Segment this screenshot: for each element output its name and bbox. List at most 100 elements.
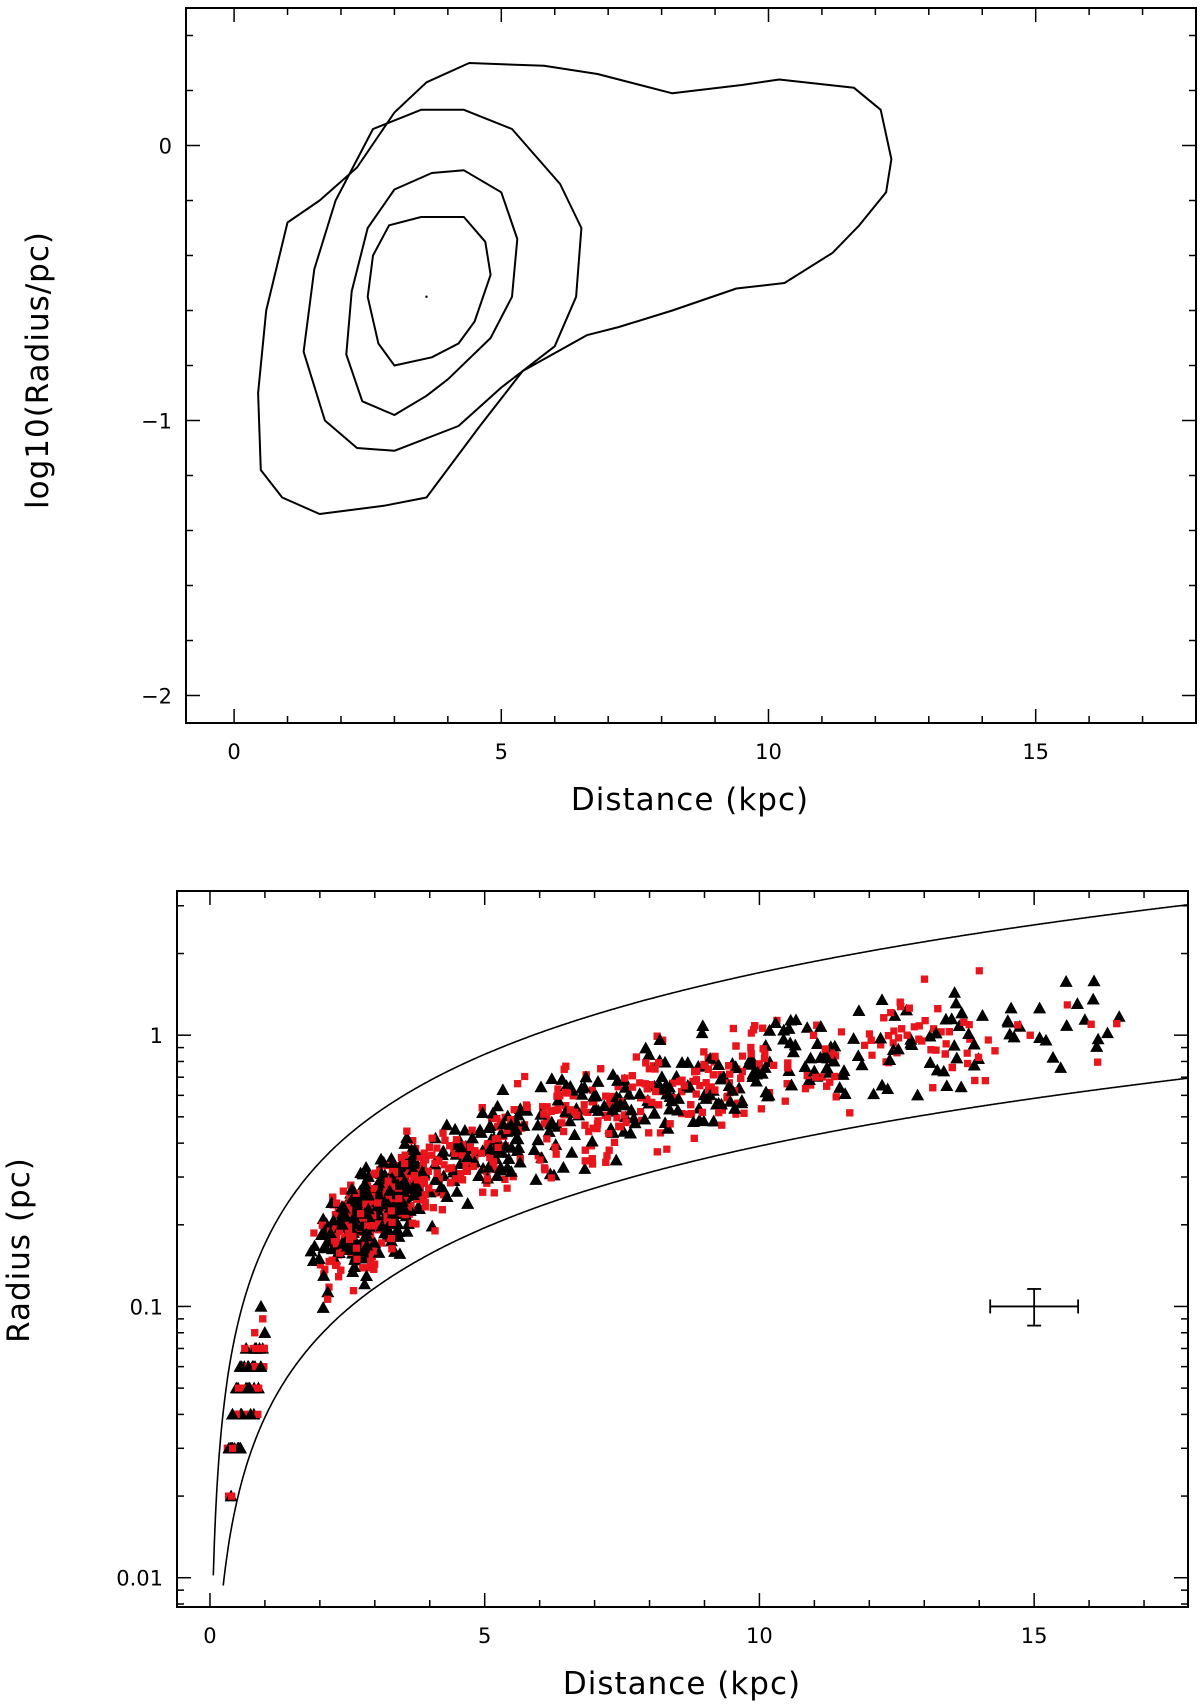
data-point-triangle — [312, 1252, 326, 1264]
data-point-triangle — [504, 1165, 518, 1177]
data-point-triangle — [1059, 975, 1073, 987]
data-point-square — [547, 1174, 555, 1182]
data-point-square — [420, 1156, 428, 1164]
data-point-triangle — [814, 1020, 828, 1032]
data-point-triangle — [800, 1021, 814, 1033]
data-point-triangle — [360, 1269, 373, 1281]
data-point-square — [324, 1295, 332, 1303]
data-point-square — [352, 1244, 360, 1252]
data-point-square — [687, 1101, 695, 1109]
data-point-square — [868, 1051, 876, 1059]
contour-panel: 0 5 10 15 −2 −1 0 Distance (kpc) log10(Radius… — [20, 7, 1197, 818]
data-point-triangle — [346, 1265, 360, 1277]
data-point-square — [420, 1149, 428, 1157]
data-point-square — [401, 1151, 409, 1159]
data-point-square — [451, 1149, 459, 1157]
data-point-triangle — [661, 1122, 675, 1134]
data-point-square — [588, 1155, 596, 1163]
data-point-square — [643, 1085, 651, 1093]
data-point-square — [384, 1193, 392, 1201]
data-point-square — [579, 1108, 587, 1116]
data-point-triangle — [534, 1080, 548, 1093]
data-point-triangle — [911, 1088, 924, 1101]
data-point-square — [551, 1143, 559, 1151]
data-point-triangle — [833, 1081, 847, 1093]
data-point-square — [751, 1022, 759, 1030]
data-point-triangle — [784, 1014, 798, 1026]
data-point-square — [558, 1119, 566, 1127]
data-point-square — [826, 1078, 834, 1086]
data-point-triangle — [787, 1045, 800, 1058]
data-point-triangle — [496, 1083, 510, 1095]
data-point-square — [349, 1287, 358, 1295]
data-point-square — [468, 1126, 476, 1134]
data-point-triangle — [962, 1027, 975, 1039]
data-point-square — [718, 1106, 726, 1114]
data-point-triangle — [509, 1132, 523, 1144]
data-point-square — [809, 1031, 818, 1039]
data-point-triangle — [693, 1113, 706, 1126]
data-point-square — [387, 1183, 396, 1191]
contour-x-tick-label: 15 — [1022, 740, 1049, 764]
data-point-triangle — [1033, 1001, 1046, 1014]
data-point-square — [831, 1052, 840, 1060]
data-point-square — [368, 1252, 376, 1260]
data-point-square — [823, 1082, 831, 1090]
data-point-triangle — [496, 1146, 509, 1158]
data-point-triangle — [622, 1088, 636, 1100]
data-point-square — [698, 1108, 706, 1116]
data-point-square — [669, 1079, 677, 1087]
data-point-square — [832, 1093, 840, 1101]
data-point-square — [692, 1076, 700, 1084]
data-point-square — [457, 1170, 465, 1178]
data-point-square — [622, 1118, 630, 1127]
contour-y-tick-label: 0 — [159, 135, 172, 159]
data-point-square — [945, 1028, 953, 1036]
data-point-square — [569, 1092, 577, 1100]
data-point-triangle — [696, 1019, 710, 1031]
data-point-square — [1014, 1021, 1022, 1029]
data-point-triangle — [769, 1016, 782, 1028]
data-point-triangle — [881, 1082, 895, 1094]
data-point-triangle — [254, 1300, 268, 1312]
data-point-triangle — [391, 1217, 405, 1230]
contour-line-level-2 — [302, 108, 583, 452]
data-point-triangle — [712, 1058, 725, 1070]
data-point-square — [593, 1120, 602, 1128]
data-point-square — [419, 1161, 427, 1169]
data-point-triangle — [559, 1105, 573, 1117]
data-point-square — [374, 1218, 383, 1227]
data-point-triangle — [337, 1201, 351, 1213]
data-point-triangle — [233, 1441, 247, 1454]
data-point-triangle — [940, 1079, 954, 1091]
data-point-triangle — [484, 1142, 497, 1154]
data-point-triangle — [891, 1042, 905, 1055]
data-point-triangle — [407, 1188, 420, 1200]
data-point-square — [930, 1025, 938, 1033]
data-point-triangle — [624, 1103, 638, 1116]
data-point-square — [251, 1329, 259, 1337]
data-point-square — [439, 1129, 447, 1137]
data-point-square — [551, 1106, 559, 1114]
data-point-triangle — [867, 1087, 880, 1100]
data-point-square — [1113, 1020, 1121, 1028]
data-point-triangle — [258, 1326, 272, 1338]
data-point-square — [889, 1039, 897, 1047]
data-point-square — [333, 1232, 341, 1240]
data-point-triangle — [746, 1070, 760, 1082]
data-point-triangle — [398, 1137, 412, 1149]
data-point-triangle — [408, 1143, 422, 1155]
data-point-triangle — [542, 1125, 556, 1137]
data-point-triangle — [628, 1116, 642, 1129]
data-point-triangle — [923, 1056, 937, 1068]
data-point-triangle — [929, 1026, 943, 1039]
data-point-triangle — [440, 1190, 454, 1202]
scatter-y-tick-label: 0.01 — [116, 1567, 163, 1591]
data-point-triangle — [316, 1301, 330, 1313]
contour-lines — [257, 62, 893, 515]
data-point-triangle — [875, 993, 889, 1005]
data-point-square — [471, 1147, 479, 1155]
data-point-triangle — [304, 1244, 318, 1257]
data-point-square — [584, 1108, 592, 1116]
data-point-square — [345, 1221, 353, 1229]
